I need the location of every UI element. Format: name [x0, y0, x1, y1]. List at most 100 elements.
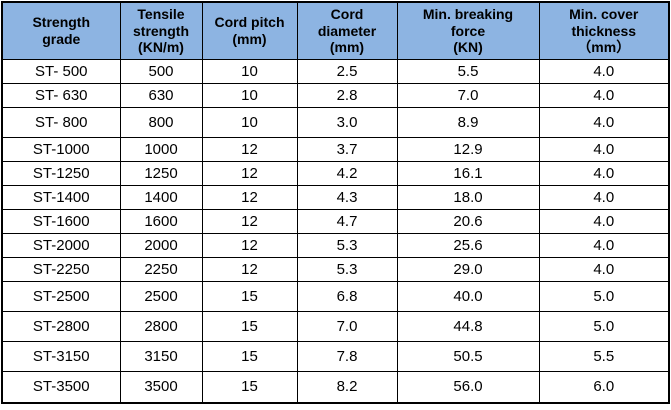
table-cell-min-cover-thickness: 4.0: [538, 208, 670, 234]
table-row: ST- 800 800 10 3.0 8.9 4.0: [1, 106, 670, 138]
table-cell-cord-diameter: 7.0: [296, 310, 398, 342]
table-row: ST- 500 500 10 2.5 5.5 4.0: [1, 58, 670, 84]
table-cell-strength-grade: ST-1600: [1, 208, 121, 234]
table-cell-min-breaking-force: 7.0: [396, 82, 540, 108]
table-cell-strength-grade: ST- 800: [1, 106, 121, 138]
table-cell-cord-pitch: 12: [201, 184, 298, 210]
table-cell-tensile-strength: 630: [119, 82, 203, 108]
table-cell-tensile-strength: 1000: [119, 136, 203, 162]
table-cell-min-cover-thickness: 4.0: [538, 232, 670, 258]
table-cell-min-cover-thickness: 4.0: [538, 160, 670, 186]
table-cell-min-cover-thickness: 4.0: [538, 256, 670, 282]
table-cell-cord-diameter: 3.7: [296, 136, 398, 162]
table-row: ST-1400 1400 12 4.3 18.0 4.0: [1, 184, 670, 210]
table-row: ST-2000 2000 12 5.3 25.6 4.0: [1, 232, 670, 258]
table-cell-min-cover-thickness: 5.0: [538, 310, 670, 342]
table-cell-strength-grade: ST-1250: [1, 160, 121, 186]
table-cell-min-cover-thickness: 5.5: [538, 340, 670, 372]
table-cell-strength-grade: ST-2000: [1, 232, 121, 258]
table-cell-tensile-strength: 2000: [119, 232, 203, 258]
table-cell-tensile-strength: 1400: [119, 184, 203, 210]
table-cell-strength-grade: ST-3500: [1, 370, 121, 404]
header-row: Strength grade Tensile strength (KN/m) Cor…: [1, 1, 670, 60]
table-cell-tensile-strength: 2500: [119, 280, 203, 312]
table-cell-min-breaking-force: 5.5: [396, 58, 540, 84]
table-cell-tensile-strength: 2250: [119, 256, 203, 282]
table-cell-tensile-strength: 500: [119, 58, 203, 84]
table-cell-min-cover-thickness: 4.0: [538, 136, 670, 162]
table-cell-tensile-strength: 1250: [119, 160, 203, 186]
table-cell-min-breaking-force: 56.0: [396, 370, 540, 404]
table-cell-cord-diameter: 5.3: [296, 232, 398, 258]
table-cell-min-breaking-force: 20.6: [396, 208, 540, 234]
table-cell-tensile-strength: 800: [119, 106, 203, 138]
table-cell-min-breaking-force: 18.0: [396, 184, 540, 210]
table-row: ST-2250 2250 12 5.3 29.0 4.0: [1, 256, 670, 282]
table-cell-cord-pitch: 12: [201, 208, 298, 234]
column-header-cord-pitch: Cord pitch (mm): [201, 1, 298, 60]
column-header-min-cover-thickness: Min. cover thickness （mm）: [538, 1, 670, 60]
table-cell-min-cover-thickness: 4.0: [538, 184, 670, 210]
table-cell-min-breaking-force: 29.0: [396, 256, 540, 282]
table-cell-strength-grade: ST- 500: [1, 58, 121, 84]
table-cell-cord-diameter: 2.5: [296, 58, 398, 84]
table-cell-min-breaking-force: 12.9: [396, 136, 540, 162]
table-row: ST-3500 3500 15 8.2 56.0 6.0: [1, 370, 670, 404]
table-body: ST- 500 500 10 2.5 5.5 4.0 ST- 630 630 10 2.8 7.0 4…: [1, 58, 670, 404]
table-cell-min-cover-thickness: 4.0: [538, 58, 670, 84]
table-cell-min-breaking-force: 16.1: [396, 160, 540, 186]
column-header-cord-diameter: Cord diameter (mm): [296, 1, 398, 60]
table-row: ST-1600 1600 12 4.7 20.6 4.0: [1, 208, 670, 234]
table-cell-cord-diameter: 6.8: [296, 280, 398, 312]
table-cell-cord-pitch: 12: [201, 136, 298, 162]
table-row: ST-1000 1000 12 3.7 12.9 4.0: [1, 136, 670, 162]
table-cell-min-cover-thickness: 4.0: [538, 106, 670, 138]
table-cell-cord-diameter: 4.2: [296, 160, 398, 186]
table-cell-min-cover-thickness: 6.0: [538, 370, 670, 404]
table-cell-tensile-strength: 1600: [119, 208, 203, 234]
table-cell-strength-grade: ST-2250: [1, 256, 121, 282]
table-cell-tensile-strength: 2800: [119, 310, 203, 342]
table-row: ST-2500 2500 15 6.8 40.0 5.0: [1, 280, 670, 312]
table-cell-cord-pitch: 12: [201, 256, 298, 282]
table-cell-strength-grade: ST-1400: [1, 184, 121, 210]
table-cell-cord-pitch: 10: [201, 106, 298, 138]
table-cell-cord-pitch: 15: [201, 370, 298, 404]
table-cell-cord-pitch: 12: [201, 160, 298, 186]
table-cell-cord-pitch: 15: [201, 280, 298, 312]
table-cell-cord-diameter: 2.8: [296, 82, 398, 108]
table-cell-cord-pitch: 10: [201, 82, 298, 108]
table-row: ST-2800 2800 15 7.0 44.8 5.0: [1, 310, 670, 342]
table-cell-min-cover-thickness: 5.0: [538, 280, 670, 312]
table-cell-cord-pitch: 15: [201, 310, 298, 342]
table-cell-cord-diameter: 5.3: [296, 256, 398, 282]
column-header-tensile-strength: Tensile strength (KN/m): [119, 1, 203, 60]
table-header: Strength grade Tensile strength (KN/m) Cor…: [1, 1, 670, 60]
column-header-strength-grade: Strength grade: [1, 1, 121, 60]
table-cell-min-breaking-force: 50.5: [396, 340, 540, 372]
table-cell-cord-pitch: 10: [201, 58, 298, 84]
table-cell-min-breaking-force: 25.6: [396, 232, 540, 258]
table-cell-min-breaking-force: 44.8: [396, 310, 540, 342]
table-cell-cord-diameter: 4.3: [296, 184, 398, 210]
table-cell-cord-pitch: 12: [201, 232, 298, 258]
table-cell-strength-grade: ST- 630: [1, 82, 121, 108]
table-row: ST- 630 630 10 2.8 7.0 4.0: [1, 82, 670, 108]
table-cell-cord-diameter: 4.7: [296, 208, 398, 234]
table-cell-cord-diameter: 8.2: [296, 370, 398, 404]
table-cell-strength-grade: ST-2500: [1, 280, 121, 312]
table-cell-cord-diameter: 7.8: [296, 340, 398, 372]
table-cell-cord-pitch: 15: [201, 340, 298, 372]
table-row: ST-3150 3150 15 7.8 50.5 5.5: [1, 340, 670, 372]
column-header-min-breaking-force: Min. breaking force (KN): [396, 1, 540, 60]
table-cell-cord-diameter: 3.0: [296, 106, 398, 138]
table-row: ST-1250 1250 12 4.2 16.1 4.0: [1, 160, 670, 186]
table-cell-min-breaking-force: 40.0: [396, 280, 540, 312]
table-cell-tensile-strength: 3150: [119, 340, 203, 372]
table-cell-tensile-strength: 3500: [119, 370, 203, 404]
table-cell-min-breaking-force: 8.9: [396, 106, 540, 138]
table-cell-strength-grade: ST-3150: [1, 340, 121, 372]
table-cell-strength-grade: ST-2800: [1, 310, 121, 342]
table-cell-strength-grade: ST-1000: [1, 136, 121, 162]
